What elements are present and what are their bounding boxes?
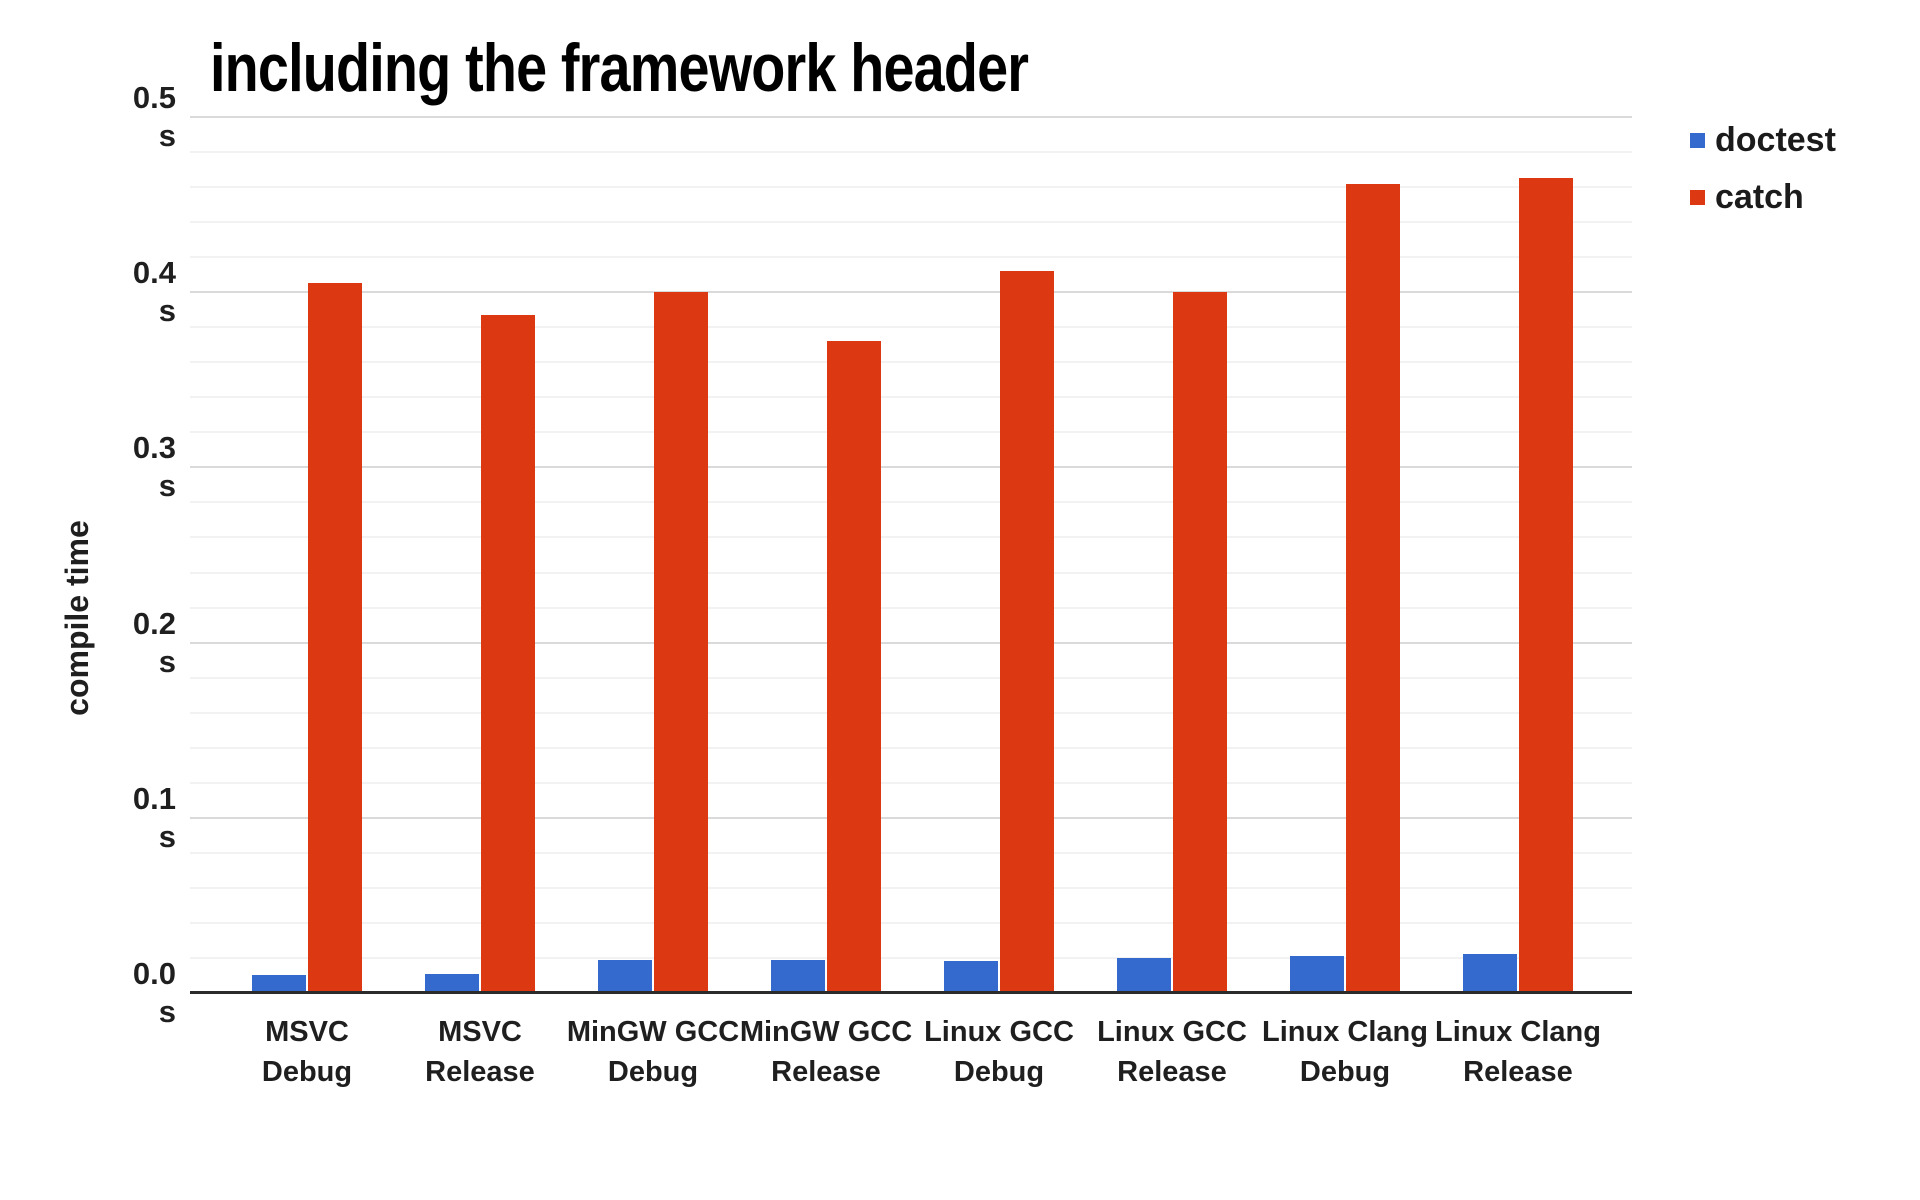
x-axis-label-line: Linux GCC [1097, 1016, 1247, 1048]
x-axis-label-line: Release [425, 1056, 535, 1088]
x-axis-label: Linux Clang Release [1408, 1012, 1628, 1092]
y-tick-value: 0.3 [132, 430, 176, 466]
gridline-minor [190, 396, 1632, 399]
bar-catch [1346, 183, 1400, 993]
bar-doctest [944, 961, 998, 993]
bar-doctest [598, 959, 652, 993]
y-tick-label: 0.4 s [40, 254, 176, 330]
x-axis-label: MinGW GCC Release [716, 1012, 936, 1092]
y-tick-label: 0.2 s [40, 605, 176, 681]
y-tick-value: 0.1 [132, 780, 176, 816]
y-tick-unit: s [158, 643, 176, 679]
bar-catch [1173, 292, 1227, 993]
x-axis-label: MSVC Release [370, 1012, 590, 1092]
bar-doctest [252, 975, 306, 993]
x-axis-label-line: Release [1117, 1056, 1227, 1088]
gridline-major [190, 291, 1632, 294]
bar-doctest [1290, 956, 1344, 993]
gridline-minor [190, 781, 1632, 784]
legend: doctest catch [1690, 120, 1836, 234]
gridline-minor [190, 676, 1632, 679]
bar-catch [654, 292, 708, 993]
gridline-major [190, 641, 1632, 644]
x-axis-label-line: Debug [607, 1056, 699, 1088]
y-tick-unit: s [158, 293, 176, 329]
y-tick-unit: s [158, 118, 176, 153]
gridline-minor [190, 186, 1632, 189]
x-axis-label-line: Linux GCC [924, 1016, 1074, 1048]
y-tick-unit: s [158, 468, 176, 504]
gridline-minor [190, 151, 1632, 154]
y-tick-value: 0.4 [132, 255, 176, 291]
gridline-minor [190, 326, 1632, 329]
gridline-minor [190, 361, 1632, 364]
x-axis-label-line: Release [771, 1056, 881, 1088]
bar-doctest [425, 973, 479, 993]
gridline-minor [190, 886, 1632, 889]
legend-swatch-catch [1690, 189, 1705, 205]
gridline-minor [190, 851, 1632, 854]
x-axis-label: Linux Clang Debug [1235, 1012, 1455, 1092]
y-tick-value: 0.5 [132, 80, 176, 115]
x-axis-label-line: Linux Clang [1262, 1016, 1428, 1048]
gridline-minor [190, 571, 1632, 574]
bar-catch [481, 314, 535, 993]
gridline-minor [190, 711, 1632, 714]
y-tick-label: 0.3 s [40, 429, 176, 505]
gridline-major [190, 816, 1632, 819]
x-axis-label-line: Linux Clang [1435, 1016, 1601, 1048]
bar-catch [827, 341, 881, 993]
x-axis-label: MinGW GCC Debug [543, 1012, 763, 1092]
x-axis-label: Linux GCC Release [1062, 1012, 1282, 1092]
x-axis-label-line: Debug [261, 1056, 353, 1088]
y-tick-unit: s [158, 994, 176, 1029]
legend-label-catch: catch [1715, 178, 1804, 216]
legend-label-doctest: doctest [1715, 121, 1836, 159]
x-axis-label-line: MSVC [265, 1016, 349, 1048]
legend-item-catch: catch [1690, 177, 1836, 217]
gridline-minor [190, 956, 1632, 959]
bar-catch [308, 283, 362, 993]
chart-title: including the framework header [210, 30, 1029, 106]
legend-item-doctest: doctest [1690, 120, 1836, 160]
x-axis-label-line: Release [1463, 1056, 1573, 1088]
gridline-minor [190, 921, 1632, 924]
x-axis-label-line: MSVC [438, 1016, 522, 1048]
gridline-major [190, 466, 1632, 469]
y-tick-label: 0.1 s [40, 780, 176, 856]
gridline-minor [190, 746, 1632, 749]
gridline-minor [190, 536, 1632, 539]
x-axis-label-line: MinGW GCC [739, 1016, 913, 1048]
x-axis-label-line: MinGW GCC [566, 1016, 740, 1048]
bar-doctest [771, 959, 825, 993]
gridline-major [190, 116, 1632, 118]
x-axis-label: MSVC Debug [197, 1012, 417, 1092]
y-tick-unit: s [158, 818, 176, 854]
gridline-minor [190, 221, 1632, 224]
x-axis-label: Linux GCC Debug [889, 1012, 1109, 1092]
plot-area [190, 116, 1632, 994]
y-tick-value: 0.0 [132, 956, 176, 991]
gridline-minor [190, 606, 1632, 609]
y-tick-label: 0.0 s [40, 955, 176, 1031]
bar-doctest [1117, 957, 1171, 993]
y-tick-value: 0.2 [132, 605, 176, 641]
y-tick-label: 0.5 s [40, 79, 176, 155]
gridline-minor [190, 256, 1632, 259]
legend-swatch-doctest [1690, 132, 1705, 148]
bar-doctest [1463, 954, 1517, 993]
gridline-minor [190, 501, 1632, 504]
x-axis-label-line: Debug [1299, 1056, 1391, 1088]
x-axis-label-line: Debug [953, 1056, 1045, 1088]
bar-catch [1000, 271, 1054, 993]
x-axis-line [190, 991, 1632, 994]
gridline-minor [190, 431, 1632, 434]
bar-catch [1519, 178, 1573, 993]
